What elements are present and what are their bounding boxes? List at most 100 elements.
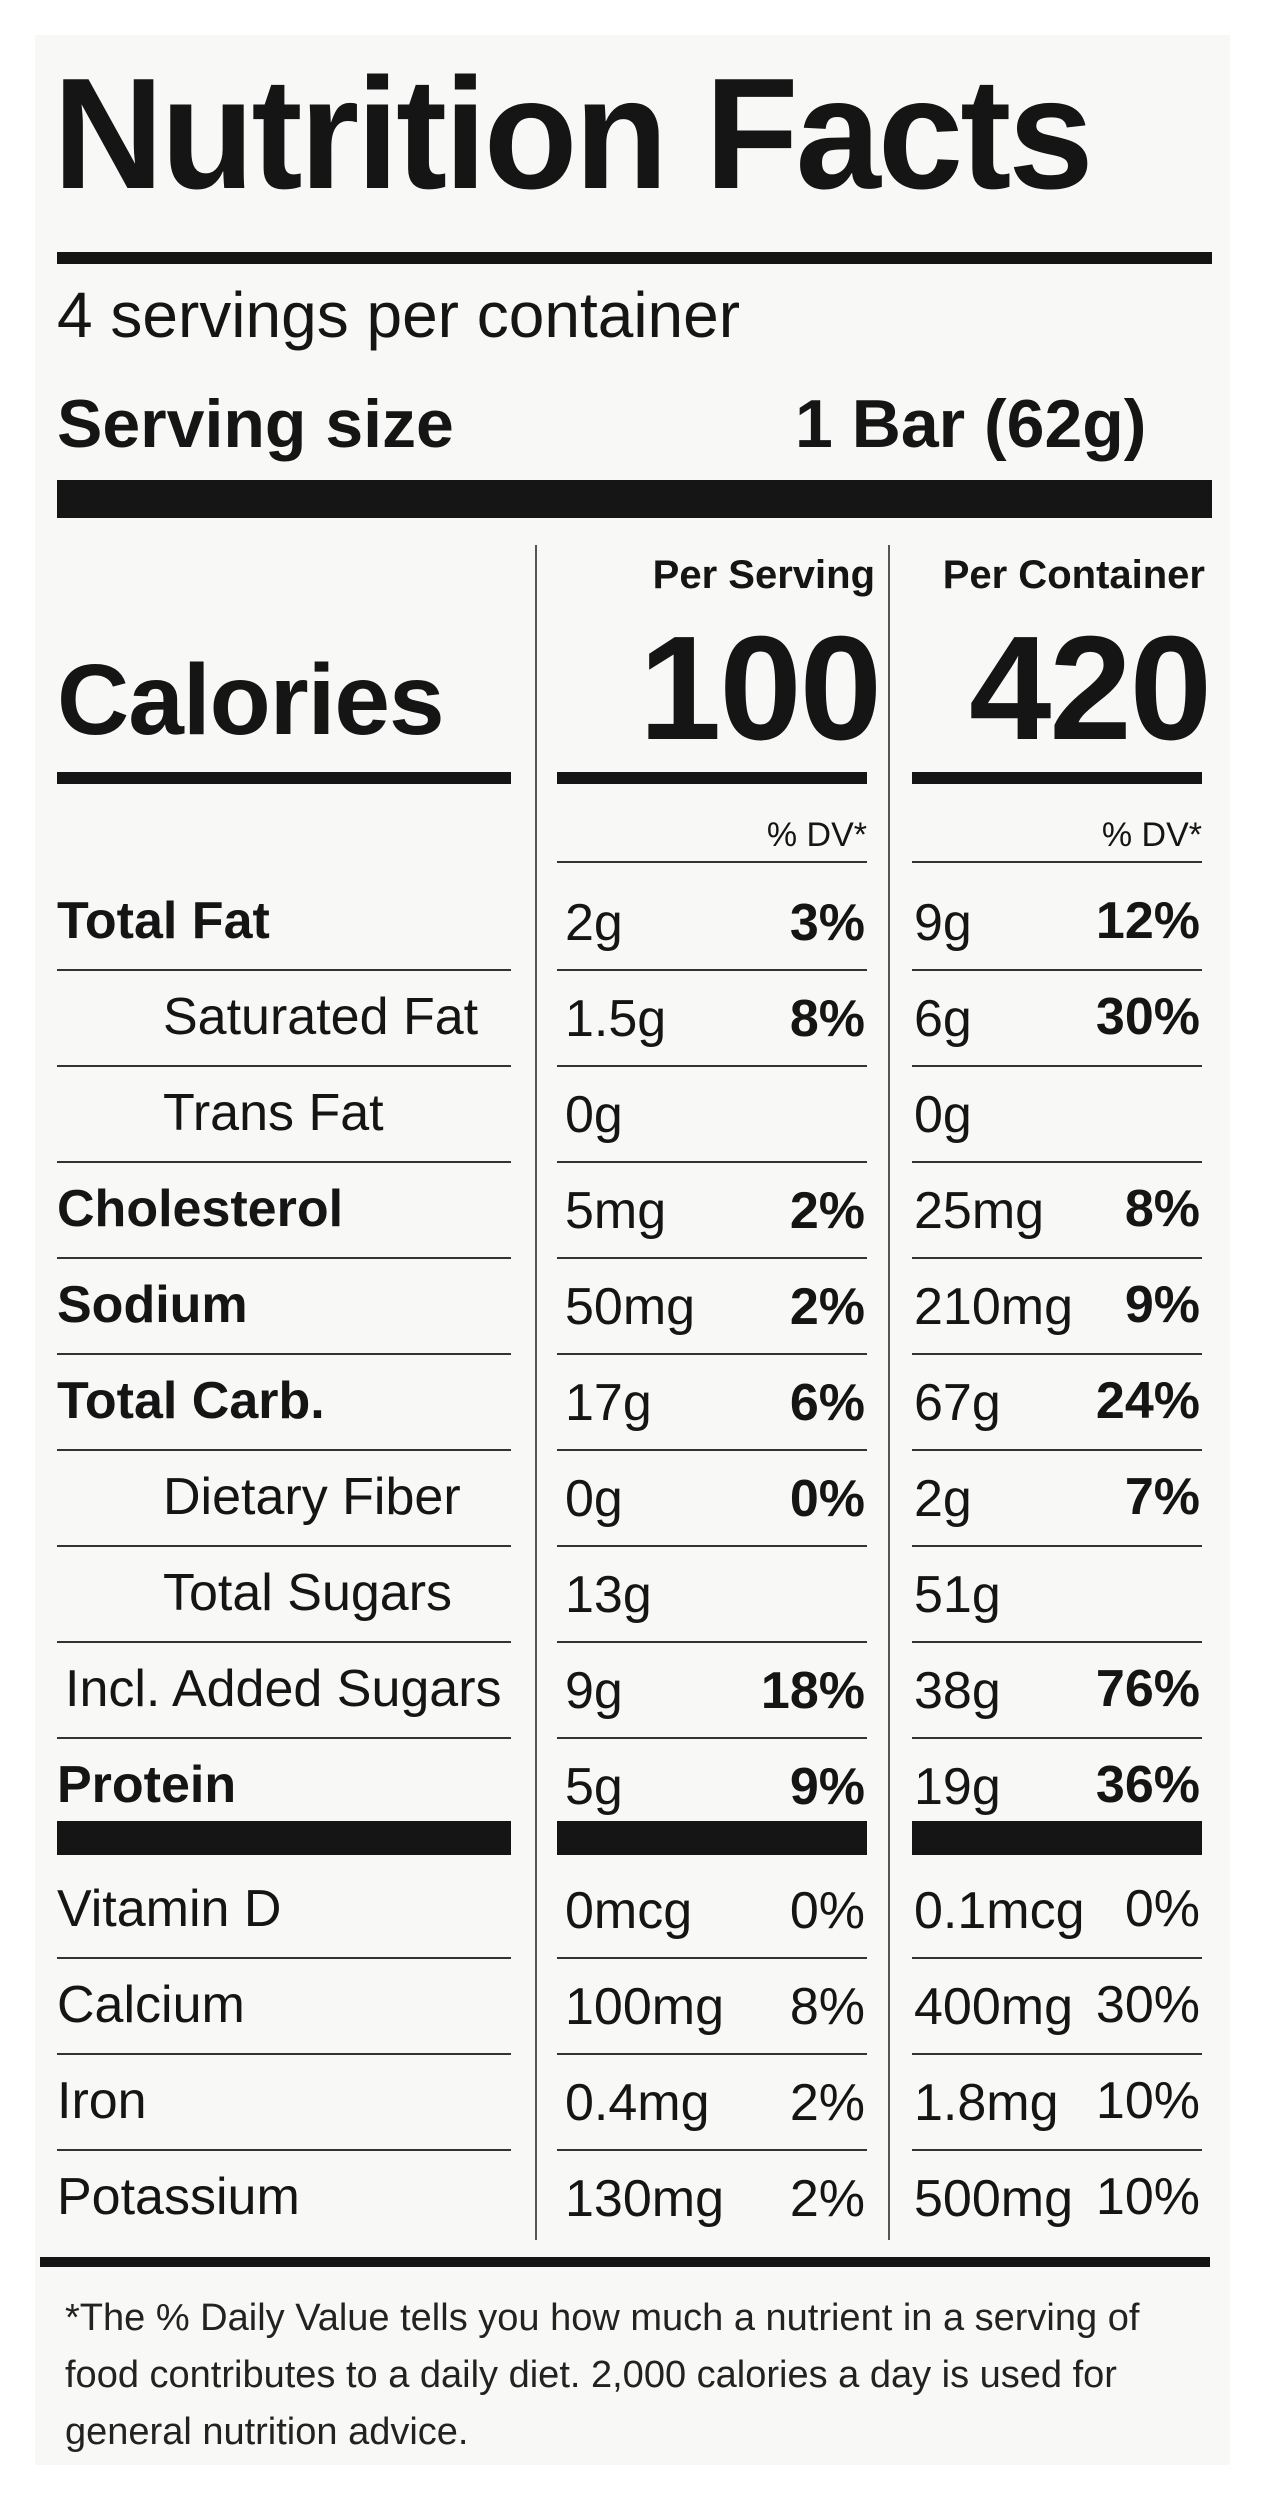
container-dv: 8% [1124,1180,1200,1238]
serving-amount: 17g [565,1374,652,1432]
container-dv: 10% [1095,2072,1200,2130]
row-divider [557,1957,867,1959]
serving-amount: 0g [565,1086,623,1144]
calories-rule-container [912,772,1202,784]
title-rule [57,252,1212,264]
container-amount: 38g [914,1662,1001,1720]
container-dv: 12% [1095,892,1200,950]
serving-amount: 2g [565,894,623,952]
dv-rule-serving [557,861,867,863]
row-divider [912,1449,1202,1451]
serving-dv: 0% [789,1882,865,1940]
row-divider [912,1353,1202,1355]
row-divider [557,1641,867,1643]
row-divider [557,1545,867,1547]
container-amount: 0.1mcg [914,1882,1085,1940]
serving-dv: 8% [789,1978,865,2036]
container-dv: 10% [1095,2168,1200,2226]
container-amount: 9g [914,894,972,952]
serving-size-label: Serving size [57,386,454,462]
label-title: Nutrition Facts [53,46,1094,222]
dv-header-container: % DV* [1101,816,1202,854]
container-dv: 36% [1095,1756,1200,1814]
container-amount: 19g [914,1758,1001,1816]
nutrient-name: Vitamin D [57,1880,282,1938]
calories-per-serving: 100 [639,606,882,771]
vitamins-rule-serving [557,1821,867,1855]
row-divider [57,1737,511,1739]
serving-amount: 1.5g [565,990,667,1048]
servings-per-container: 4 servings per container [57,279,741,351]
nutrient-name: Protein [57,1756,237,1814]
container-amount: 6g [914,990,972,1048]
container-dv: 0% [1124,1880,1200,1938]
row-divider [57,2149,511,2151]
serving-amount: 0.4mg [565,2074,710,2132]
row-divider [57,1641,511,1643]
row-divider [912,1257,1202,1259]
column-divider-container [888,545,890,2240]
nutrient-name: Total Carb. [57,1372,325,1430]
vitamins-rule-container [912,1821,1202,1855]
row-divider [557,1161,867,1163]
serving-amount: 0g [565,1470,623,1528]
row-divider [912,1545,1202,1547]
nutrition-label: Nutrition Facts 4 servings per container… [35,35,1230,2465]
nutrient-name: Cholesterol [57,1180,344,1238]
container-amount: 500mg [914,2170,1073,2228]
per-serving-header: Per Serving [652,553,875,597]
serving-size-rule [57,480,1212,518]
row-divider [557,1449,867,1451]
row-divider [557,1257,867,1259]
row-divider [912,2149,1202,2151]
dv-rule-container [912,861,1202,863]
serving-amount: 0mcg [565,1882,693,1940]
container-amount: 400mg [914,1978,1073,2036]
calories-per-container: 420 [969,606,1212,771]
per-container-header: Per Container [942,553,1205,597]
row-divider [57,1257,511,1259]
nutrient-name: Calcium [57,1976,245,2034]
container-amount: 51g [914,1566,1001,1624]
container-amount: 210mg [914,1278,1073,1336]
row-divider [57,1065,511,1067]
nutrient-name: Potassium [57,2168,300,2226]
serving-amount: 130mg [565,2170,724,2228]
container-dv: 30% [1095,1976,1200,2034]
nutrient-name: Iron [57,2072,147,2130]
nutrient-name: Sodium [57,1276,248,1334]
serving-amount: 5g [565,1758,623,1816]
footnote: *The % Daily Value tells you how much a … [65,2297,1140,2453]
row-divider [57,1161,511,1163]
serving-dv: 2% [789,1278,865,1336]
row-divider [557,1737,867,1739]
serving-amount: 100mg [565,1978,724,2036]
row-divider [912,969,1202,971]
row-divider [912,1641,1202,1643]
serving-amount: 9g [565,1662,623,1720]
row-divider [557,969,867,971]
serving-dv: 6% [789,1374,865,1432]
serving-dv: 0% [789,1470,865,1528]
container-dv: 30% [1095,988,1200,1046]
row-divider [912,1065,1202,1067]
row-divider [912,1737,1202,1739]
row-divider [912,2053,1202,2055]
nutrient-name: Trans Fat [163,1084,384,1142]
row-divider [57,1353,511,1355]
column-divider-serving [535,545,537,2240]
row-divider [557,2149,867,2151]
row-divider [57,2053,511,2055]
serving-dv: 2% [789,2074,865,2132]
serving-dv: 2% [789,1182,865,1240]
row-divider [57,1545,511,1547]
container-amount: 2g [914,1470,972,1528]
serving-amount: 13g [565,1566,652,1624]
serving-dv: 2% [789,2170,865,2228]
container-amount: 67g [914,1374,1001,1432]
dv-header-serving: % DV* [766,816,867,854]
serving-dv: 18% [760,1662,865,1720]
calories-rule-label [57,772,511,784]
row-divider [57,1957,511,1959]
nutrient-name: Incl. Added Sugars [65,1660,502,1718]
